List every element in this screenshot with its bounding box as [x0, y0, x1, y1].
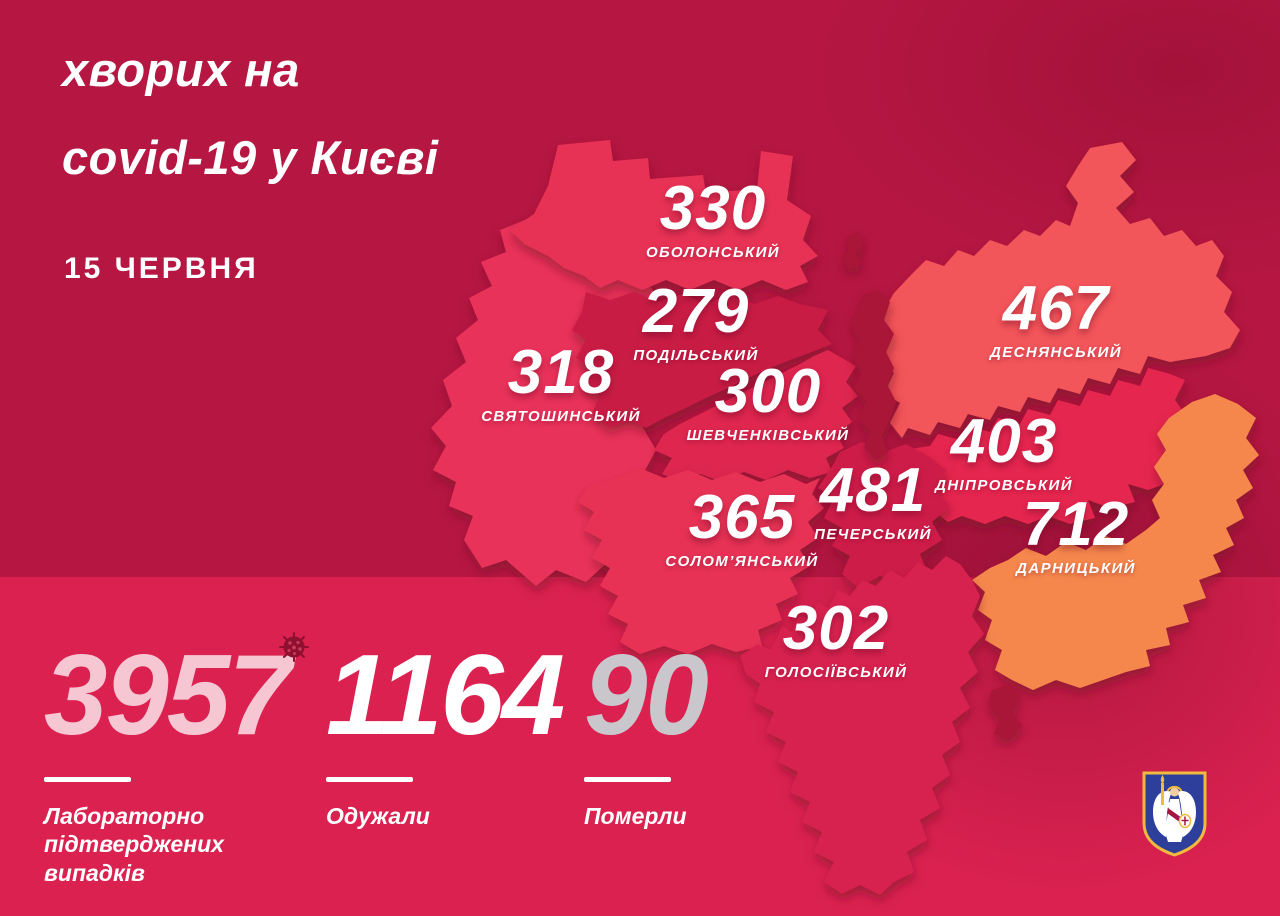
district-shape-darnytskyi — [972, 394, 1259, 690]
district-shape-solomianskyi — [578, 468, 824, 654]
report-date: 15 ЧЕРВНЯ — [64, 252, 259, 285]
confirmed-label: Лабораторно підтверджених випадків — [44, 803, 224, 886]
virus-icon — [279, 632, 309, 662]
stat-underline — [326, 777, 413, 782]
deaths-count: 90 — [584, 632, 709, 759]
stat-underline — [44, 777, 131, 782]
district-label-pecherskyi: 481 ПЕЧЕРСЬКИЙ — [814, 456, 932, 544]
district-name: СОЛОМ’ЯНСЬКИЙ — [665, 553, 819, 570]
district-cases: 403 — [950, 407, 1058, 476]
page-title-line2: covid-19 у Києві — [62, 131, 439, 184]
district-shape-pecherskyi — [818, 442, 950, 588]
district-name: ПОДІЛЬСЬКИЙ — [633, 347, 759, 364]
district-name: ПЕЧЕРСЬКИЙ — [814, 526, 932, 543]
district-label-podilskyi: 279 ПОДІЛЬСЬКИЙ — [633, 277, 759, 365]
district-name: ШЕВЧЕНКІВСЬКИЙ — [686, 427, 850, 444]
district-cases: 712 — [1022, 490, 1130, 559]
stat-died: 90 Померли — [584, 632, 709, 830]
district-label-holosiivskyi: 302 ГОЛОСІЇВСЬКИЙ — [764, 594, 908, 682]
deaths-label: Померли — [584, 803, 687, 829]
district-label-sviatoshynskyi: 318 СВЯТОШИНСЬКИЙ — [481, 338, 641, 426]
district-shape-holosiivskyi — [740, 556, 984, 895]
district-name: ДАРНИЦЬКИЙ — [1016, 560, 1136, 577]
confirmed-count: 3957 — [44, 632, 292, 759]
river-island-trukhaniv — [850, 290, 896, 460]
district-label-darnytskyi: 712 ДАРНИЦЬКИЙ — [1016, 490, 1136, 578]
recovered-count: 1164 — [326, 632, 565, 759]
district-cases: 300 — [714, 357, 822, 426]
district-cases: 302 — [782, 594, 890, 663]
district-name: ДЕСНЯНСЬКИЙ — [990, 344, 1122, 361]
district-label-shevchenkivskyi: 300 ШЕВЧЕНКІВСЬКИЙ — [686, 357, 850, 445]
district-shape-obolonskyi — [510, 140, 818, 290]
stat-confirmed: 3957 Лабораторно підтверджених випадків — [44, 632, 292, 887]
district-label-solomianskyi: 365 СОЛОМ’ЯНСЬКИЙ — [665, 483, 819, 571]
district-label-dniprovskyi: 403 ДНІПРОВСЬКИЙ — [935, 407, 1073, 495]
district-shape-dniprovskyi — [902, 368, 1188, 524]
district-name: ДНІПРОВСЬКИЙ — [935, 477, 1073, 494]
kyiv-coat-of-arms — [1142, 771, 1207, 857]
district-cases: 330 — [659, 174, 767, 243]
district-shape-podilskyi — [572, 292, 832, 428]
district-name: СВЯТОШИНСЬКИЙ — [481, 408, 641, 425]
district-cases: 481 — [819, 456, 927, 525]
district-cases: 467 — [1002, 274, 1110, 343]
river-island-south — [988, 684, 1022, 740]
district-name: ОБОЛОНСЬКИЙ — [645, 244, 781, 261]
district-label-desnianskyi: 467 ДЕСНЯНСЬКИЙ — [990, 274, 1122, 362]
district-cases: 318 — [507, 338, 615, 407]
river-island-north — [842, 232, 864, 270]
district-cases: 279 — [642, 277, 750, 346]
page-title-line1: хворих на — [62, 43, 300, 96]
district-shape-desnianskyi — [872, 142, 1240, 438]
district-shape-shevchenkivskyi — [654, 350, 858, 482]
archangel-michael-figure — [1153, 775, 1196, 842]
district-cases: 365 — [688, 483, 796, 552]
district-label-obolonskyi: 330 ОБОЛОНСЬКИЙ — [645, 174, 781, 262]
recovered-label: Одужали — [326, 803, 430, 829]
stat-underline — [584, 777, 671, 782]
district-name: ГОЛОСІЇВСЬКИЙ — [764, 664, 908, 681]
stat-recovered: 1164 Одужали — [326, 632, 565, 830]
